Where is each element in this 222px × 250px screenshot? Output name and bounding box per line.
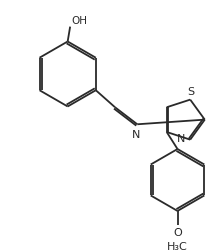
Text: H₃C: H₃C (167, 241, 188, 250)
Text: O: O (173, 227, 182, 237)
Text: N: N (177, 134, 186, 144)
Text: OH: OH (71, 16, 87, 26)
Text: N: N (132, 129, 140, 139)
Text: S: S (187, 86, 194, 97)
